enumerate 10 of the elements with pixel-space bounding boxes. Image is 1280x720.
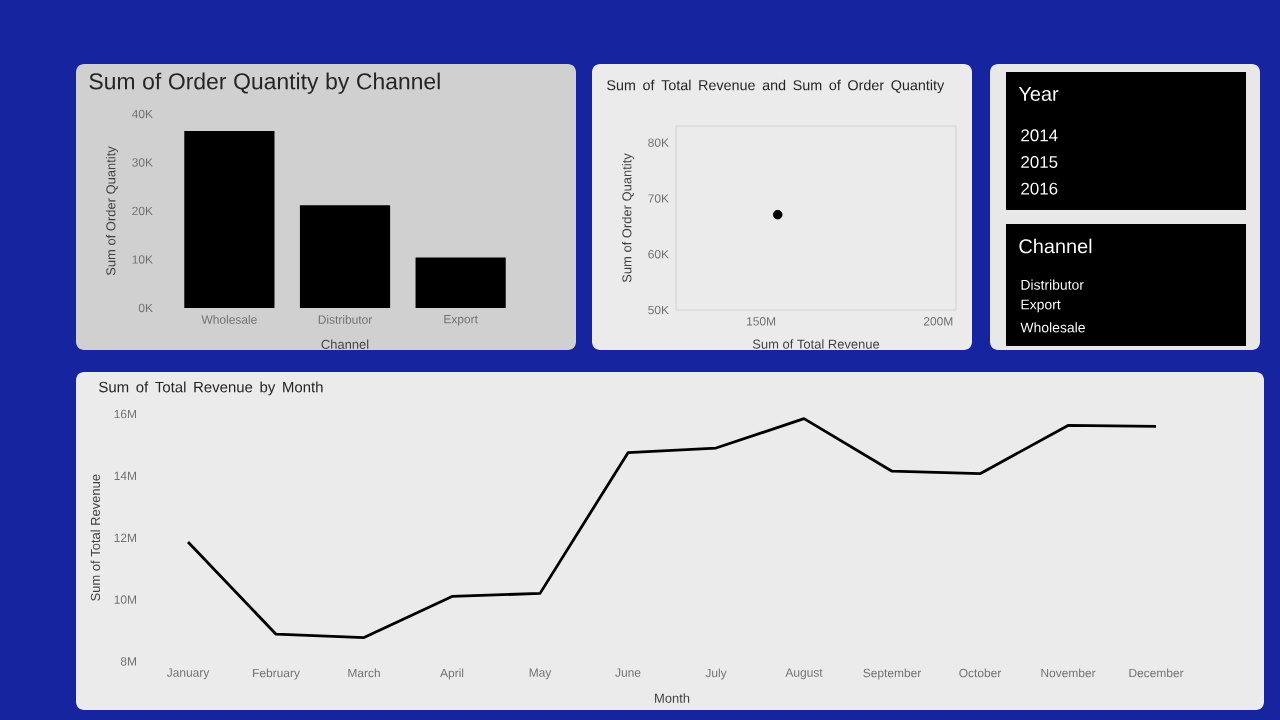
category-label: 2014: [1021, 129, 1058, 142]
text: Channel: [1019, 238, 1092, 254]
category-label: 2016: [1021, 182, 1058, 195]
line-series: [186, 417, 1158, 639]
bar: [415, 257, 506, 308]
bar: [184, 130, 275, 308]
text: Year: [1018, 87, 1059, 101]
bar: [299, 205, 391, 308]
category-label: 2015: [1021, 156, 1058, 168]
chart-title: Sum of Order Quantity by Channel: [89, 72, 440, 94]
